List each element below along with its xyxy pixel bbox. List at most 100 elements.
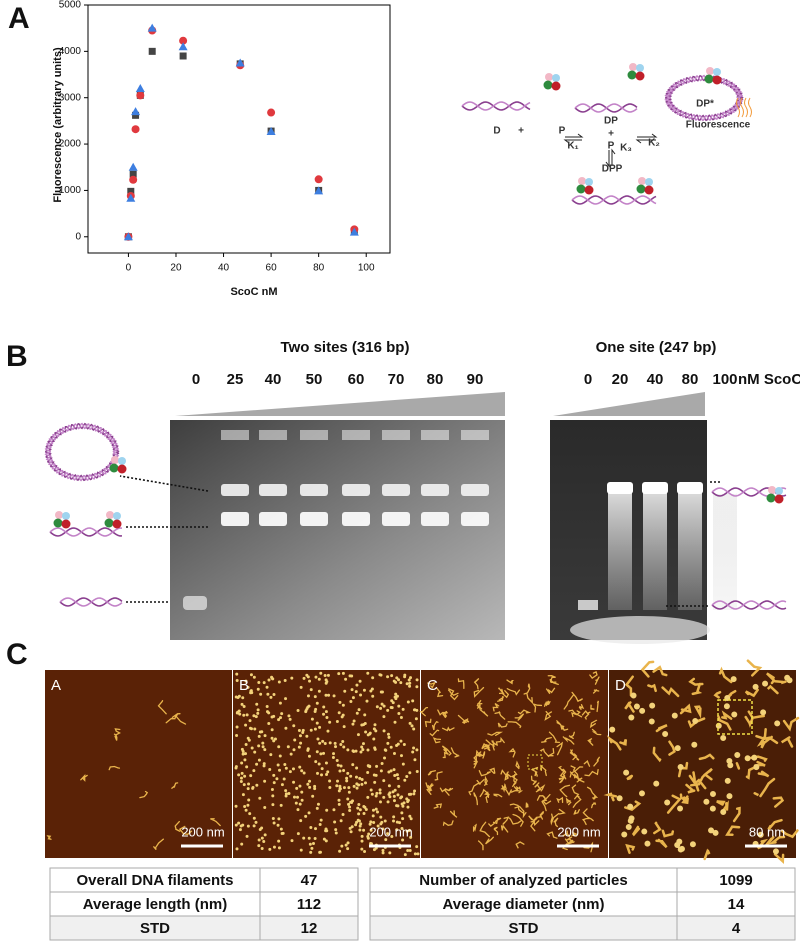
protein xyxy=(766,493,776,503)
well-band xyxy=(382,430,410,440)
band xyxy=(421,512,449,526)
table-cell xyxy=(676,891,796,917)
protein xyxy=(644,185,654,195)
protein xyxy=(113,512,121,520)
lane-label: 90 xyxy=(467,371,484,388)
protein xyxy=(55,511,63,519)
y-tick-label: 3000 xyxy=(59,92,82,103)
lane-label: 40 xyxy=(265,371,282,388)
protein xyxy=(629,63,637,71)
protein xyxy=(638,177,646,185)
point xyxy=(131,125,140,134)
protein xyxy=(636,184,646,194)
table-text: STD xyxy=(509,920,539,937)
smear xyxy=(608,492,632,610)
protein xyxy=(636,64,644,72)
band xyxy=(300,484,328,496)
point xyxy=(178,42,188,51)
x-tick-label: 80 xyxy=(313,263,325,274)
dye-front xyxy=(570,616,710,644)
protein xyxy=(111,456,119,464)
scheme-label: + xyxy=(608,129,614,140)
x-tick-label: 0 xyxy=(126,263,132,274)
pointer-arrow xyxy=(119,475,209,492)
point xyxy=(179,52,187,60)
table-text: 14 xyxy=(728,896,745,913)
dna-strand xyxy=(59,597,123,607)
band xyxy=(342,512,370,526)
afm-particles xyxy=(609,674,793,855)
protein xyxy=(551,81,561,91)
scheme-label: DP* xyxy=(696,99,714,110)
scheme-label: DP xyxy=(604,116,618,127)
x-tick-label: 100 xyxy=(358,263,375,274)
protein xyxy=(576,184,586,194)
afm-images: A 200 nm B 200 nm C 200 nm D 80 nm xyxy=(45,659,800,865)
point xyxy=(235,58,245,67)
protein xyxy=(706,67,714,75)
scheme-label: K₂ xyxy=(648,138,660,149)
lane-label: 60 xyxy=(348,371,365,388)
table-text: 4 xyxy=(732,920,741,937)
afm-label: C xyxy=(427,677,438,694)
protein xyxy=(578,177,586,185)
point xyxy=(135,83,145,92)
band xyxy=(421,484,449,496)
table-cell xyxy=(49,891,261,917)
gel-title: Two sites (316 bp) xyxy=(281,339,410,356)
band xyxy=(382,484,410,496)
well-band xyxy=(300,430,328,440)
band xyxy=(342,484,370,496)
point xyxy=(123,232,133,241)
gel-title: One site (247 bp) xyxy=(596,339,717,356)
afm-particles xyxy=(234,671,420,857)
band xyxy=(578,600,598,610)
dna-ring xyxy=(44,422,120,482)
dna-strand xyxy=(461,101,531,111)
band xyxy=(382,512,410,526)
protein xyxy=(118,457,126,465)
y-tick-label: 1000 xyxy=(59,185,82,196)
well-band xyxy=(461,430,489,440)
afm-label: D xyxy=(615,677,626,694)
well-band xyxy=(342,430,370,440)
protein xyxy=(768,486,776,494)
lane-label: 0 xyxy=(584,371,592,388)
afm-image xyxy=(421,670,608,858)
protein xyxy=(117,464,127,474)
lane-label: 50 xyxy=(306,371,323,388)
scheme-label: + xyxy=(518,126,524,137)
gel xyxy=(170,420,505,640)
lane-label: 40 xyxy=(647,371,664,388)
lane-label: 80 xyxy=(682,371,699,388)
dna-ring xyxy=(44,422,120,482)
unit-label: nM ScoC xyxy=(738,371,800,388)
band xyxy=(677,482,703,494)
glow xyxy=(736,97,740,118)
point xyxy=(127,187,135,195)
scale-label: 200 nm xyxy=(369,824,412,839)
lane-label: 20 xyxy=(612,371,629,388)
table-text: Overall DNA filaments xyxy=(77,872,234,889)
gradient-wedge xyxy=(175,392,505,416)
band xyxy=(642,482,668,494)
afm-filaments xyxy=(419,671,602,853)
gels: Two sites (316 bp) One site (247 bp)0 25 40… xyxy=(44,339,800,644)
table-text: STD xyxy=(140,920,170,937)
point xyxy=(126,193,136,202)
well-band xyxy=(259,430,287,440)
x-axis-label: ScoC nM xyxy=(230,286,277,298)
scale-label: 200 nm xyxy=(181,824,224,839)
band xyxy=(607,482,633,494)
eq-arrow xyxy=(605,148,616,168)
glow xyxy=(748,97,752,118)
table-cell xyxy=(49,915,261,941)
band xyxy=(300,512,328,526)
protein xyxy=(552,74,560,82)
point xyxy=(136,91,145,100)
protein xyxy=(61,519,71,529)
protein xyxy=(543,80,553,90)
smear xyxy=(678,492,702,610)
point xyxy=(131,107,141,116)
dna-ring xyxy=(664,74,744,122)
